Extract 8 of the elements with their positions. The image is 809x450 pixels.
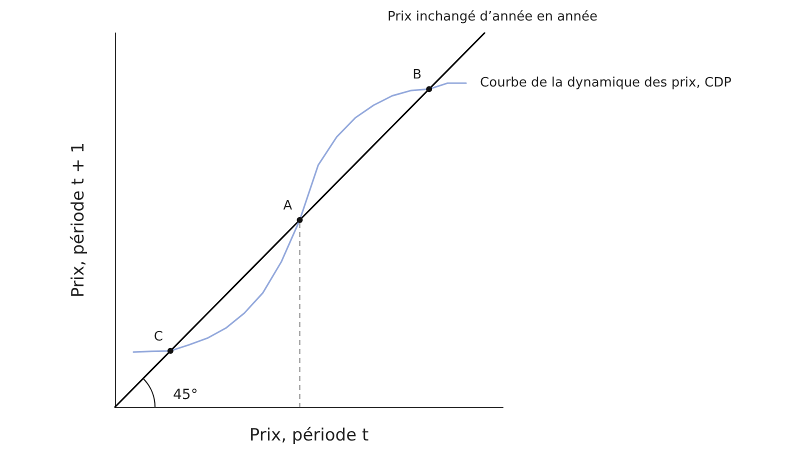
y-axis-title: Prix, période t + 1 [68, 142, 88, 298]
annotation: C [154, 329, 163, 344]
series-label: Prix inchangé d’année en année [388, 10, 598, 24]
annotation: A [283, 198, 292, 214]
series-label: Courbe de la dynamique des prix, CDP [480, 76, 732, 91]
annotation: B [412, 68, 422, 83]
x-axis-title: Prix, période t [249, 426, 369, 446]
annotation: 45° [173, 387, 198, 403]
